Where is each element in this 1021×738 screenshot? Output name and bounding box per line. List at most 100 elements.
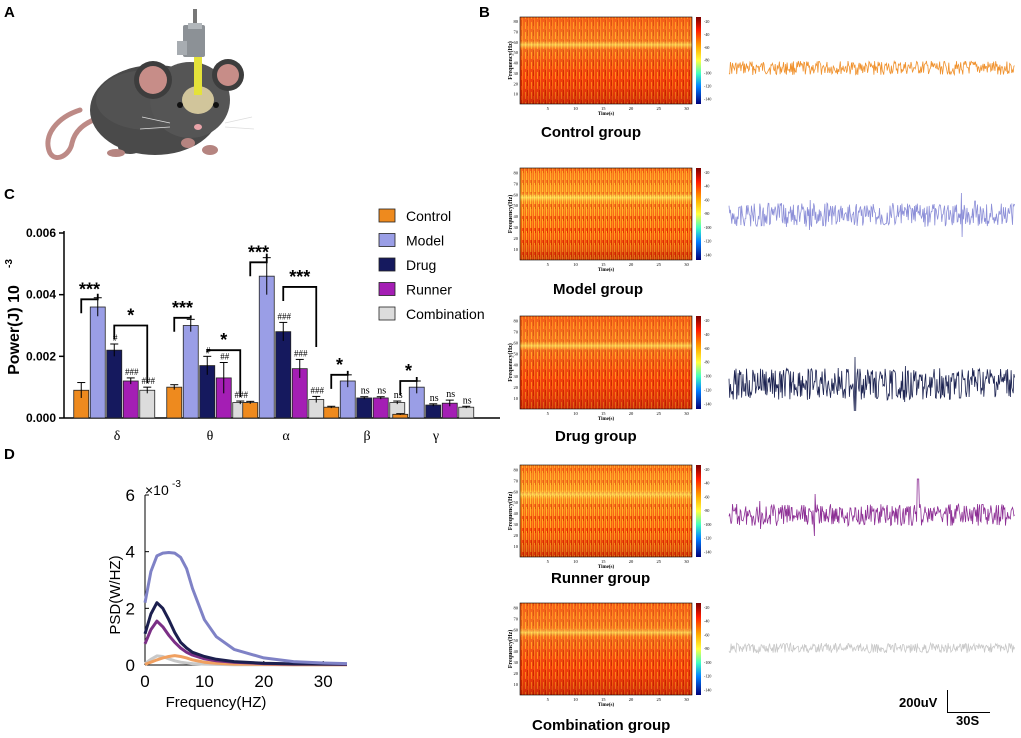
spectrogram-x-tick: 15 — [601, 262, 606, 267]
significance-mark: ns — [361, 386, 370, 397]
spectrogram-image — [520, 316, 692, 409]
y-scale-label: ×10 — [145, 482, 169, 498]
spectrogram-y-label: Frequency(Hz) — [507, 41, 514, 80]
bar — [258, 275, 275, 419]
colorbar-tick-label: -140 — [704, 401, 711, 406]
spectrogram-y-tick: 40 — [514, 214, 519, 219]
significance-bracket — [282, 286, 318, 347]
spectrogram-y-tick: 70 — [514, 30, 519, 35]
significance-stars: *** — [79, 279, 100, 299]
colorbar-tick-label: -40 — [704, 619, 709, 624]
significance-bracket — [113, 324, 149, 384]
significance-mark: ns — [430, 393, 439, 404]
bar — [182, 325, 199, 419]
y-axis-label: PSD(W/HZ) — [107, 555, 124, 634]
colorbar-tick-label: -40 — [704, 481, 709, 486]
colorbar-tick-label: -40 — [704, 32, 709, 37]
significance-mark: ## — [220, 352, 230, 362]
eeg-trace — [728, 192, 1015, 238]
bar — [323, 406, 340, 419]
group-title-drug: Drug group — [555, 428, 637, 445]
colorbar-tick-label: -140 — [704, 252, 711, 257]
y-tick-label: 6 — [126, 486, 135, 505]
colorbar-tick-label: -120 — [704, 387, 711, 392]
spectrogram-y-tick: 80 — [514, 467, 519, 472]
bar — [275, 331, 292, 419]
y-tick-label: 0.002 — [26, 349, 56, 363]
spectrogram-y-label: Frequency(Hz) — [507, 630, 514, 669]
colorbar-tick-label: -100 — [704, 374, 711, 379]
colorbar-tick-label: -60 — [704, 346, 709, 351]
spectrogram-x-tick: 10 — [573, 411, 578, 416]
significance-mark: ns — [377, 386, 386, 397]
colorbar-tick-label: -80 — [704, 646, 709, 651]
spectrogram-x-tick: 10 — [573, 697, 578, 702]
spectrogram-x-tick: 15 — [601, 697, 606, 702]
spectrogram-image — [520, 17, 692, 104]
spectrogram-x-tick: 25 — [656, 559, 661, 564]
significance-mark: ns — [463, 395, 472, 406]
spectrogram-x-tick: 5 — [547, 106, 550, 111]
x-category-label: γ — [432, 429, 439, 444]
spectrogram-y-tick: 50 — [514, 352, 519, 357]
spectrogram-x-tick: 30 — [684, 411, 689, 416]
spectrogram-x-tick: 5 — [547, 559, 550, 564]
y-scale-exponent: -3 — [172, 479, 181, 490]
spectrogram-y-tick: 30 — [514, 660, 519, 665]
bar — [425, 404, 442, 419]
psd-line — [144, 654, 347, 667]
x-category-label: α — [282, 429, 290, 444]
colorbar-tick-label: -140 — [704, 687, 711, 692]
significance-mark: ns — [446, 389, 455, 400]
mouse-illustration — [45, 9, 255, 160]
spectrogram-y-tick: 60 — [514, 40, 519, 45]
spectrogram-y-tick: 30 — [514, 225, 519, 230]
spectrogram-y-tick: 10 — [514, 544, 519, 549]
bar — [89, 306, 106, 419]
significance-mark: # — [206, 345, 211, 355]
bar — [199, 365, 216, 419]
colorbar-tick-label: -60 — [704, 632, 709, 637]
significance-mark: ns — [394, 390, 403, 401]
spectrogram-x-tick: 25 — [656, 697, 661, 702]
significance-mark: ### — [235, 390, 249, 400]
bar — [408, 386, 425, 419]
colorbar-tick-label: -100 — [704, 225, 711, 230]
spectrogram-y-tick: 60 — [514, 489, 519, 494]
significance-bracket — [249, 253, 268, 277]
x-category-label: β — [363, 429, 370, 444]
spectrogram-y-tick: 60 — [514, 627, 519, 632]
significance-bracket — [330, 370, 349, 389]
spectrogram-x-tick: 15 — [601, 411, 606, 416]
panel-letter-a: A — [4, 4, 15, 21]
spectrogram-x-tick: 10 — [573, 262, 578, 267]
spectrogram-y-tick: 20 — [514, 533, 519, 538]
spectrogram-band — [520, 168, 692, 260]
spectrogram-y-tick: 50 — [514, 203, 519, 208]
x-category-label: θ — [207, 429, 214, 444]
spectrogram-x-tick: 30 — [684, 559, 689, 564]
colorbar-tick-label: -120 — [704, 84, 711, 89]
spectrogram-y-label: Frequency(Hz) — [507, 343, 514, 382]
significance-mark: # — [113, 333, 118, 343]
spectrogram-x-tick: 5 — [547, 262, 550, 267]
colorbar-tick-label: -20 — [704, 170, 709, 175]
colorbar-tick-label: -120 — [704, 239, 711, 244]
spectrogram-x-label: Time(s) — [598, 703, 615, 708]
bar — [139, 389, 156, 419]
bar — [242, 402, 259, 419]
spectrogram-x-tick: 15 — [601, 559, 606, 564]
significance-mark: ### — [311, 385, 325, 395]
colorbar-tick-label: -140 — [704, 549, 711, 554]
colorbar-tick-label: -60 — [704, 197, 709, 202]
bar — [166, 386, 183, 419]
y-tick-label: 0.006 — [26, 226, 56, 240]
bar — [308, 399, 325, 419]
panel-letter-c: C — [4, 186, 15, 203]
significance-stars: *** — [289, 267, 310, 287]
colorbar-tick-label: -100 — [704, 660, 711, 665]
spectrogram-y-tick: 70 — [514, 181, 519, 186]
colorbar-tick-label: -140 — [704, 96, 711, 101]
spectrogram-y-tick: 60 — [514, 341, 519, 346]
colorbar-tick-label: -80 — [704, 58, 709, 63]
